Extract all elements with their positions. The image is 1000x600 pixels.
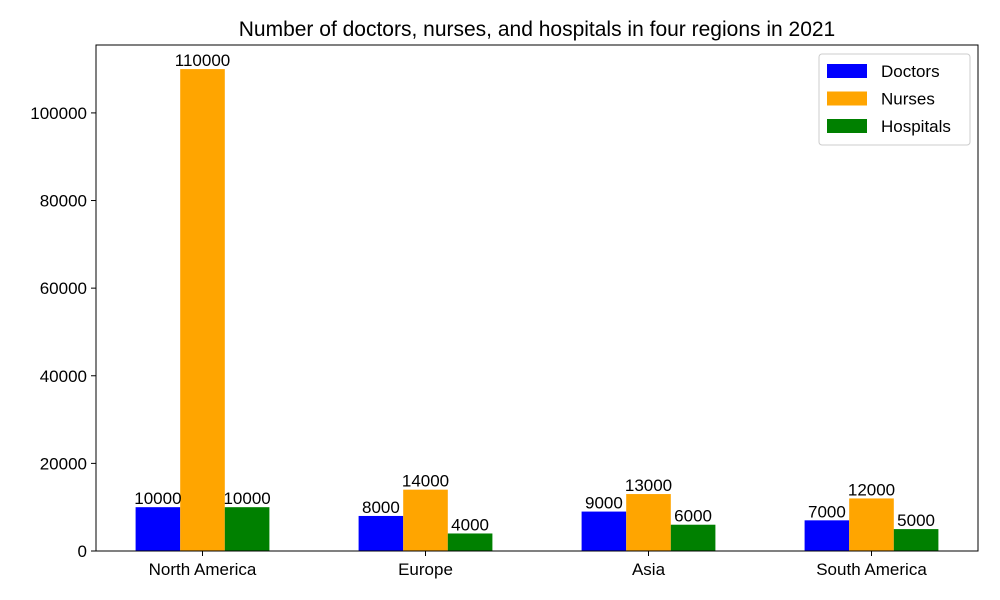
x-tick-label: Europe bbox=[398, 560, 453, 579]
legend: Doctors Nurses Hospitals bbox=[818, 53, 971, 146]
legend-label-hospitals: Hospitals bbox=[881, 117, 951, 136]
bar-doctors-0 bbox=[135, 507, 181, 551]
bar-hospitals-2 bbox=[670, 524, 716, 551]
value-label-doctors-1: 8000 bbox=[362, 498, 400, 517]
value-labels-layer: 10000 8000 9000 7000 110000 14000 13000 12000 10… bbox=[134, 51, 935, 534]
y-tick-label: 100000 bbox=[30, 104, 87, 123]
y-axis: 0 20000 40000 60000 80000 100000 bbox=[30, 104, 96, 561]
chart-title: Number of doctors, nurses, and hospitals… bbox=[239, 18, 836, 41]
value-label-hospitals-3: 5000 bbox=[897, 511, 935, 530]
value-label-hospitals-1: 4000 bbox=[451, 515, 489, 534]
y-tick-label: 0 bbox=[78, 542, 87, 561]
plot-frame bbox=[95, 44, 979, 552]
value-label-doctors-0: 10000 bbox=[134, 489, 181, 508]
y-tick-label: 40000 bbox=[40, 367, 87, 386]
legend-label-nurses: Nurses bbox=[881, 90, 935, 109]
bar-doctors-3 bbox=[804, 520, 850, 551]
legend-swatch-nurses bbox=[827, 91, 867, 106]
legend-swatch-hospitals bbox=[827, 119, 867, 133]
value-label-doctors-2: 9000 bbox=[585, 494, 623, 513]
bar-hospitals-1 bbox=[447, 533, 493, 551]
value-label-hospitals-0: 10000 bbox=[223, 489, 270, 508]
bar-nurses-2 bbox=[626, 494, 671, 551]
bar-hospitals-0 bbox=[224, 507, 270, 551]
legend-swatch-doctors bbox=[827, 64, 867, 78]
value-label-nurses-0: 110000 bbox=[175, 51, 230, 70]
legend-label-doctors: Doctors bbox=[881, 62, 940, 81]
x-tick-label: South America bbox=[816, 560, 927, 579]
y-tick-label: 20000 bbox=[40, 454, 87, 473]
bar-doctors-1 bbox=[358, 515, 404, 551]
value-label-doctors-3: 7000 bbox=[808, 502, 846, 521]
value-label-nurses-2: 13000 bbox=[625, 476, 672, 495]
y-tick-label: 80000 bbox=[40, 192, 87, 211]
y-tick-label: 60000 bbox=[40, 279, 87, 298]
x-axis: North America Europe Asia South America bbox=[149, 551, 927, 579]
bars-layer bbox=[135, 69, 939, 551]
value-label-hospitals-2: 6000 bbox=[674, 507, 712, 526]
value-label-nurses-1: 14000 bbox=[402, 472, 449, 491]
bar-nurses-1 bbox=[403, 489, 448, 551]
x-tick-label: North America bbox=[149, 560, 257, 579]
bar-nurses-0 bbox=[180, 69, 225, 551]
bar-nurses-3 bbox=[849, 498, 894, 551]
bar-hospitals-3 bbox=[893, 529, 939, 551]
bar-doctors-2 bbox=[581, 511, 627, 551]
value-label-nurses-3: 12000 bbox=[848, 480, 895, 499]
x-tick-label: Asia bbox=[632, 560, 666, 579]
